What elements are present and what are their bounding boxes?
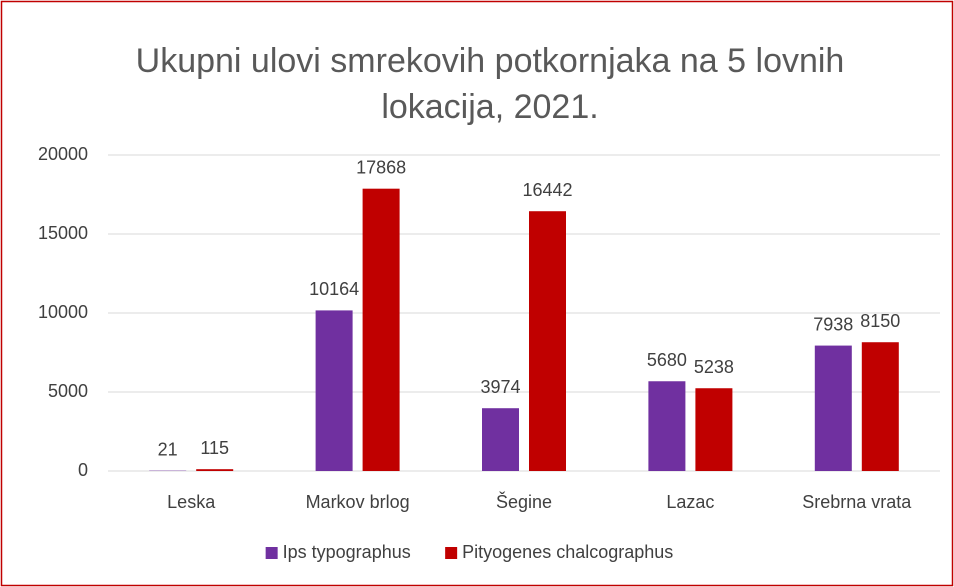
data-label: 7938 [813, 314, 853, 334]
bar [482, 408, 519, 471]
legend-swatch [445, 547, 458, 559]
x-tick-label: Lazac [666, 492, 714, 512]
legend-swatch [265, 547, 278, 559]
bar [695, 388, 733, 471]
bar [814, 345, 852, 471]
bar [861, 342, 899, 471]
data-label: 5238 [694, 357, 734, 377]
data-label: 5680 [647, 350, 687, 370]
x-tick-label: Leska [167, 492, 216, 512]
chart-title: Ukupni ulovi smrekovih potkornjaka na 5 … [135, 42, 845, 126]
x-tick-label: Šegine [496, 491, 552, 512]
data-label: 8150 [860, 311, 900, 331]
y-tick-label: 15000 [38, 223, 88, 243]
x-tick-label: Markov brlog [306, 492, 410, 512]
y-tick-label: 0 [78, 460, 88, 480]
data-label: 3974 [480, 377, 520, 397]
x-tick-label: Srebrna vrata [802, 492, 912, 512]
bar [362, 188, 400, 471]
data-label: 16442 [522, 180, 572, 200]
bar [315, 310, 353, 471]
data-label: 10164 [309, 279, 359, 299]
bar [648, 381, 686, 471]
bar [529, 211, 566, 471]
y-tick-label: 20000 [38, 144, 88, 164]
y-tick-label: 10000 [38, 302, 88, 322]
legend-label: Pityogenes chalcographus [462, 542, 673, 562]
data-label: 17868 [356, 157, 406, 177]
y-tick-label: 5000 [48, 381, 88, 401]
legend-label: Ips typographus [283, 542, 411, 562]
data-label: 115 [200, 438, 229, 458]
bar [196, 469, 234, 471]
data-label: 21 [158, 439, 178, 459]
